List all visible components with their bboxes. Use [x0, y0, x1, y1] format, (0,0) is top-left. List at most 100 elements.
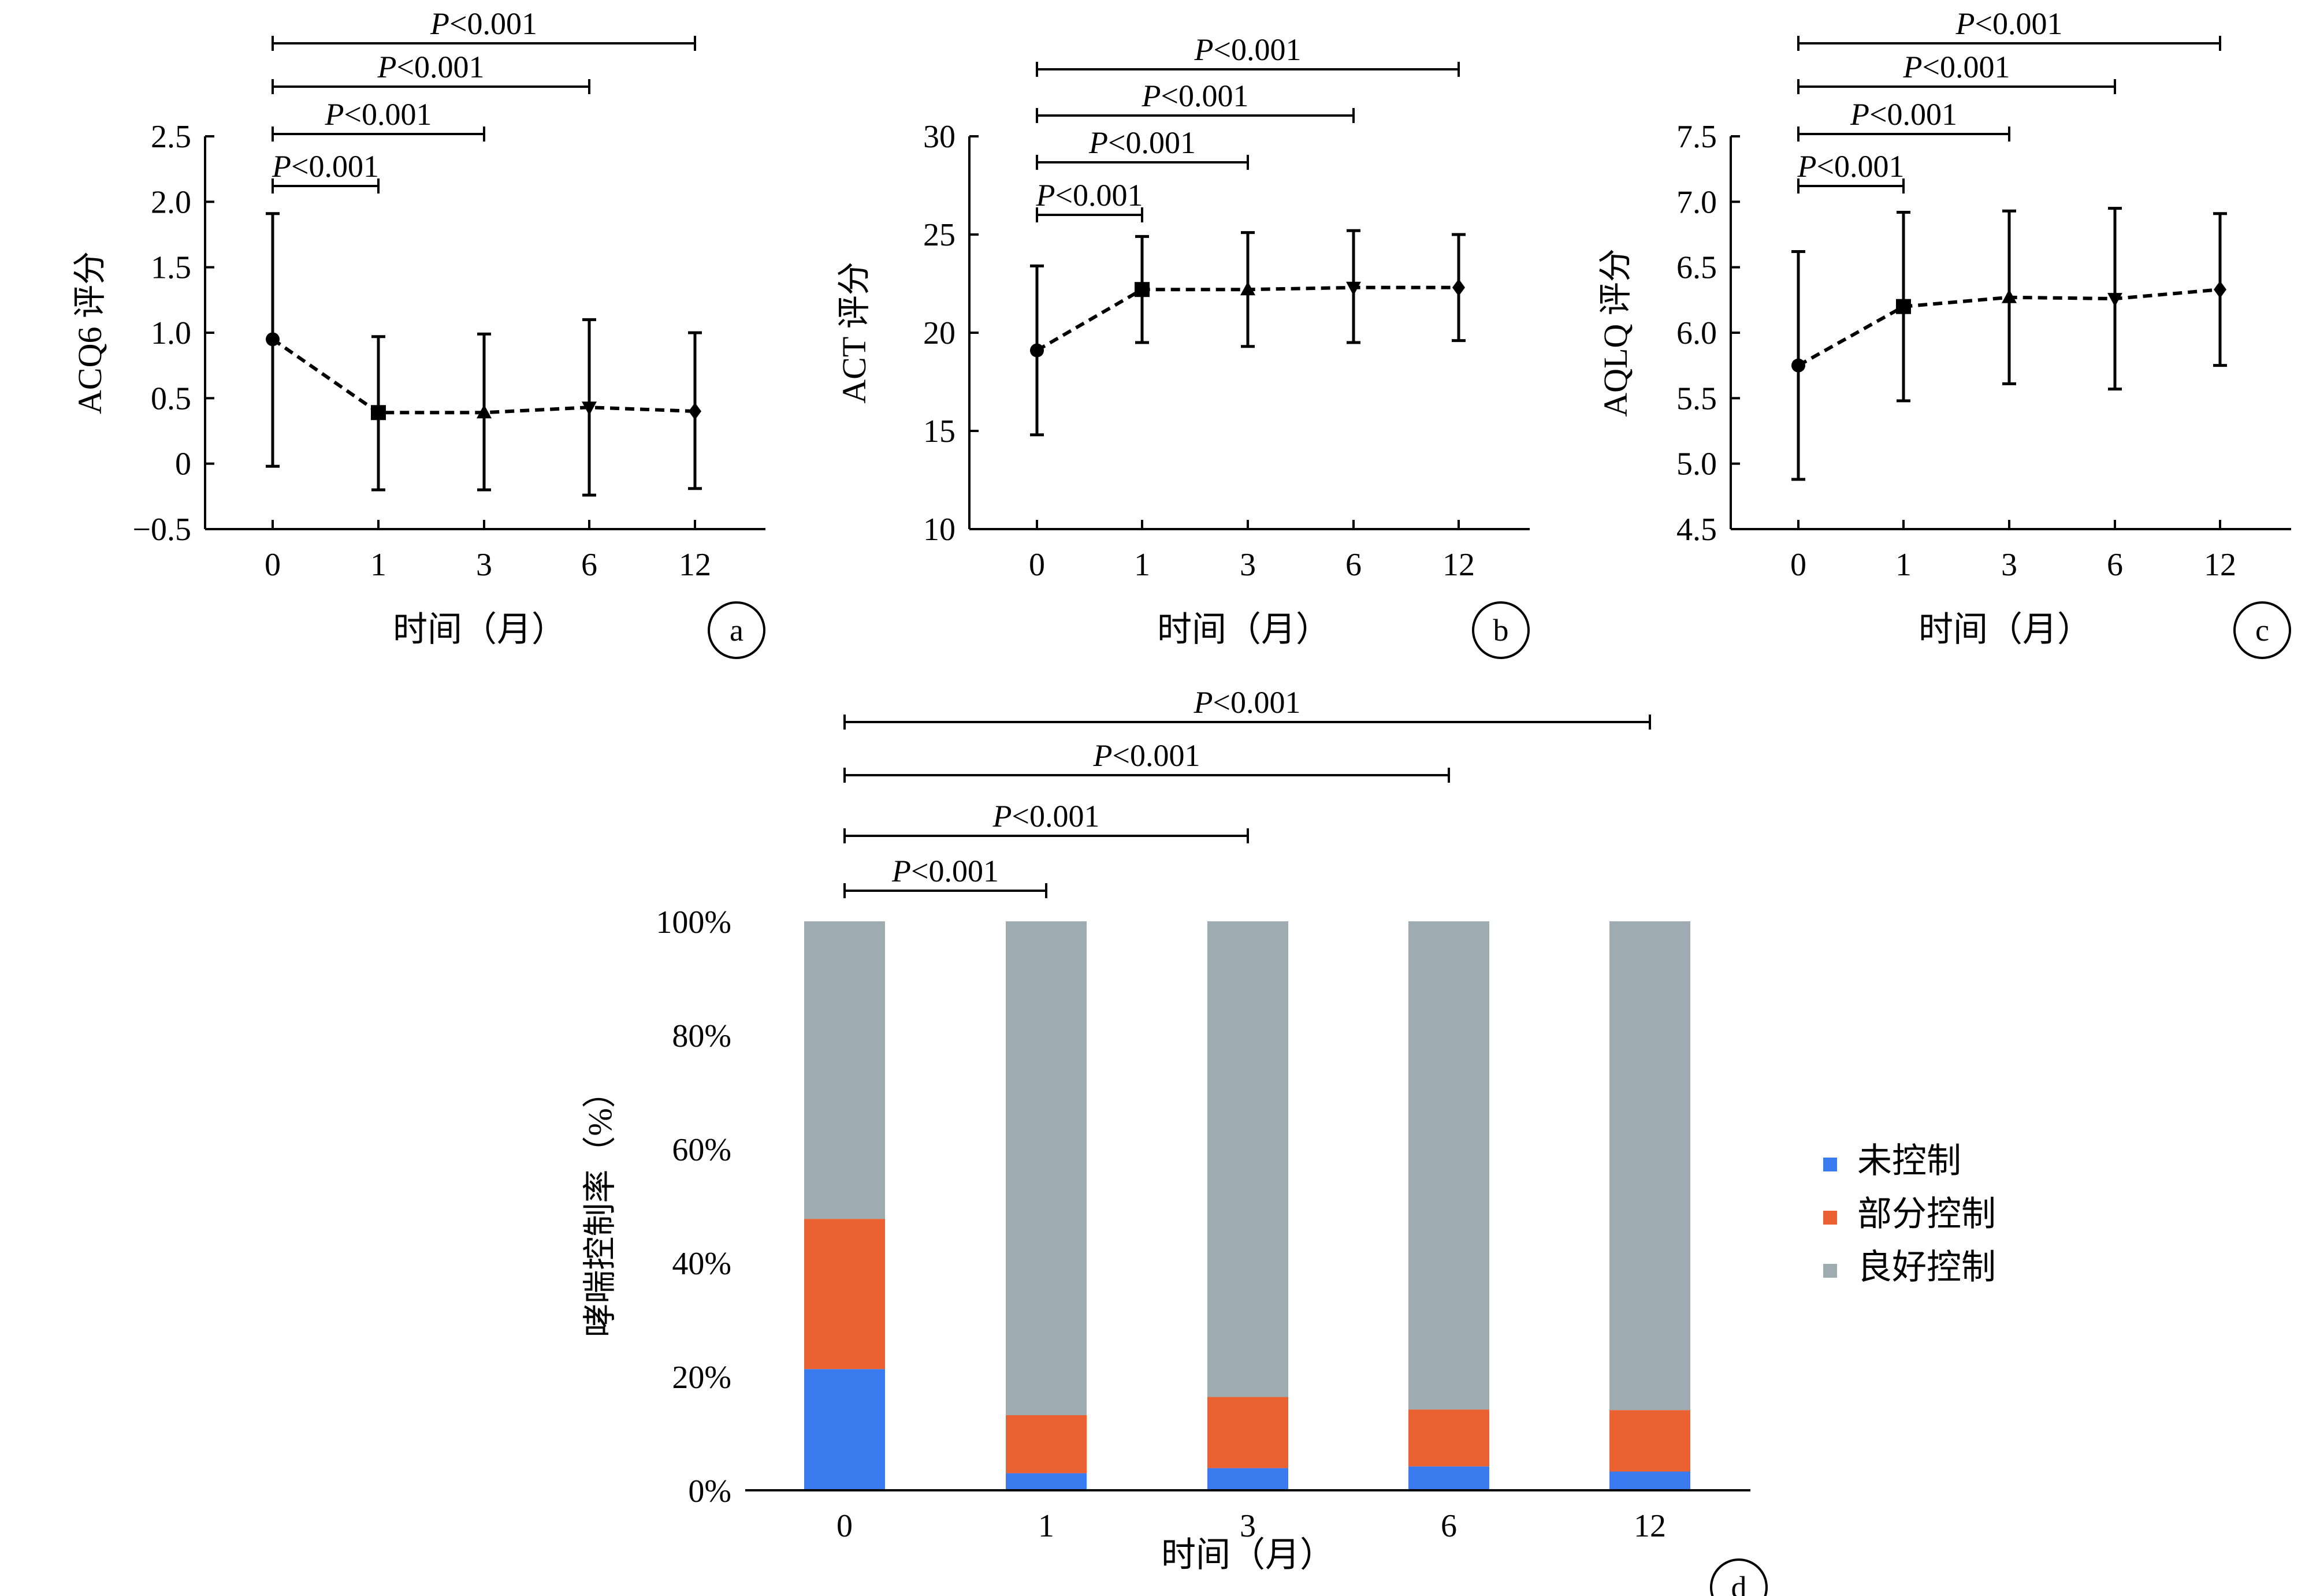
- x-tick-label: 1: [370, 547, 386, 583]
- y-tick-label: 80%: [672, 1018, 731, 1054]
- significance-p-value: <0.001: [1975, 6, 2063, 41]
- y-tick-label: 20: [923, 315, 955, 351]
- y-tick-label: 100%: [656, 905, 731, 940]
- x-tick-label: 3: [1240, 547, 1256, 583]
- data-point: [477, 404, 492, 419]
- significance-label: P<0.001: [1194, 685, 1301, 720]
- x-tick-label: 3: [2001, 547, 2017, 583]
- significance-label: P<0.001: [1903, 50, 2010, 84]
- stacked-bar-segment: [1408, 1466, 1489, 1490]
- y-tick-label: 7.0: [1676, 184, 1717, 220]
- x-axis-label: 时间（月）: [1919, 611, 2092, 649]
- y-tick-label: 0%: [688, 1474, 731, 1509]
- data-point: [582, 401, 597, 416]
- x-tick-label: 6: [1441, 1508, 1457, 1544]
- significance-p-value: <0.001: [1214, 32, 1302, 67]
- y-tick-label: 0.5: [151, 381, 191, 416]
- stacked-bar-segment: [1408, 1409, 1489, 1467]
- significance-p-value: <0.001: [1817, 149, 1905, 184]
- y-axis-label: AQLQ 评分: [1597, 248, 1634, 417]
- y-tick-label: 2.0: [151, 184, 191, 220]
- significance-label: P<0.001: [430, 6, 537, 41]
- significance-label: P<0.001: [377, 50, 485, 84]
- stacked-bar-segment: [1408, 921, 1489, 1410]
- x-tick-label: 1: [1895, 547, 1912, 583]
- data-point: [2107, 293, 2122, 307]
- y-tick-label: 25: [923, 217, 955, 253]
- x-tick-label: 12: [679, 547, 711, 583]
- panel-label: b: [1493, 613, 1509, 648]
- panel-c-aqlq-chart: 4.5 5.0 5.5 6.0 6.5 7.0 7.5 0 1 3 6 12 时间（月） AQLQ 评分 P…: [1597, 6, 2291, 659]
- data-point: [1791, 358, 1805, 373]
- y-tick-label: 6.5: [1676, 250, 1717, 286]
- data-point: [2214, 281, 2226, 299]
- significance-p-symbol: P: [1955, 6, 1975, 41]
- data-point: [266, 332, 280, 347]
- x-tick-label: 12: [1442, 547, 1475, 583]
- y-tick-label: −0.5: [132, 512, 191, 548]
- x-tick-label: 1: [1134, 547, 1150, 583]
- data-point: [1896, 299, 1911, 314]
- significance-p-symbol: P: [272, 149, 291, 184]
- significance-p-symbol: P: [1797, 149, 1817, 184]
- significance-p-value: <0.001: [397, 50, 485, 84]
- legend-swatch: [1823, 1158, 1837, 1171]
- significance-p-value: <0.001: [1108, 125, 1196, 160]
- stacked-bar-segment: [804, 1369, 885, 1490]
- x-tick-label: 1: [1038, 1508, 1054, 1544]
- significance-label: P<0.001: [1093, 738, 1200, 773]
- y-tick-label: 6.0: [1676, 315, 1717, 351]
- stacked-bar-segment: [804, 921, 885, 1219]
- y-axis-label: 哮喘控制率（%）: [581, 1074, 619, 1337]
- x-tick-label: 0: [1029, 547, 1045, 583]
- significance-p-value: <0.001: [449, 6, 537, 41]
- stacked-bar-segment: [1207, 921, 1288, 1397]
- panel-label: c: [2255, 613, 2269, 648]
- panel-label-circle: [2233, 601, 2291, 659]
- x-tick-label: 0: [265, 547, 281, 583]
- data-point: [1452, 278, 1465, 296]
- significance-label: P<0.001: [1194, 32, 1302, 67]
- x-tick-label: 6: [581, 547, 597, 583]
- x-tick-label: 0: [1790, 547, 1806, 583]
- y-tick-label: 20%: [672, 1360, 731, 1396]
- significance-p-symbol: P: [1088, 125, 1108, 160]
- y-tick-label: 10: [923, 512, 955, 548]
- y-tick-label: 15: [923, 414, 955, 449]
- significance-p-symbol: P: [377, 50, 397, 84]
- y-tick-label: 30: [923, 119, 955, 155]
- y-tick-label: 40%: [672, 1246, 731, 1282]
- stacked-bar-segment: [804, 1219, 885, 1370]
- x-tick-label: 3: [476, 547, 492, 583]
- stacked-bar-segment: [1006, 1415, 1087, 1474]
- x-tick-label: 12: [2204, 547, 2236, 583]
- significance-label: P<0.001: [1797, 149, 1905, 184]
- legend-label: 良好控制: [1857, 1248, 1996, 1286]
- significance-p-symbol: P: [1194, 32, 1214, 67]
- significance-label: P<0.001: [1850, 97, 1957, 132]
- y-tick-label: 7.5: [1676, 119, 1717, 155]
- stacked-bar-segment: [1006, 921, 1087, 1415]
- significance-p-value: <0.001: [344, 97, 432, 132]
- y-tick-label: 60%: [672, 1132, 731, 1168]
- significance-p-value: <0.001: [911, 854, 999, 888]
- y-axis-label: ACT 评分: [835, 262, 873, 403]
- significance-p-symbol: P: [1194, 685, 1213, 720]
- significance-p-symbol: P: [891, 854, 911, 888]
- significance-p-symbol: P: [1850, 97, 1869, 132]
- legend-swatch: [1823, 1211, 1837, 1225]
- x-tick-label: 6: [1345, 547, 1362, 583]
- stacked-bar-segment: [1609, 1410, 1690, 1472]
- significance-p-value: <0.001: [1161, 79, 1249, 113]
- legend-swatch: [1823, 1264, 1837, 1278]
- significance-p-symbol: P: [1903, 50, 1923, 84]
- significance-p-value: <0.001: [291, 149, 379, 184]
- significance-label: P<0.001: [325, 97, 432, 132]
- x-tick-label: 0: [836, 1508, 853, 1544]
- significance-label: P<0.001: [1036, 178, 1143, 213]
- significance-p-value: <0.001: [1012, 799, 1100, 834]
- panel-label: d: [1731, 1570, 1747, 1596]
